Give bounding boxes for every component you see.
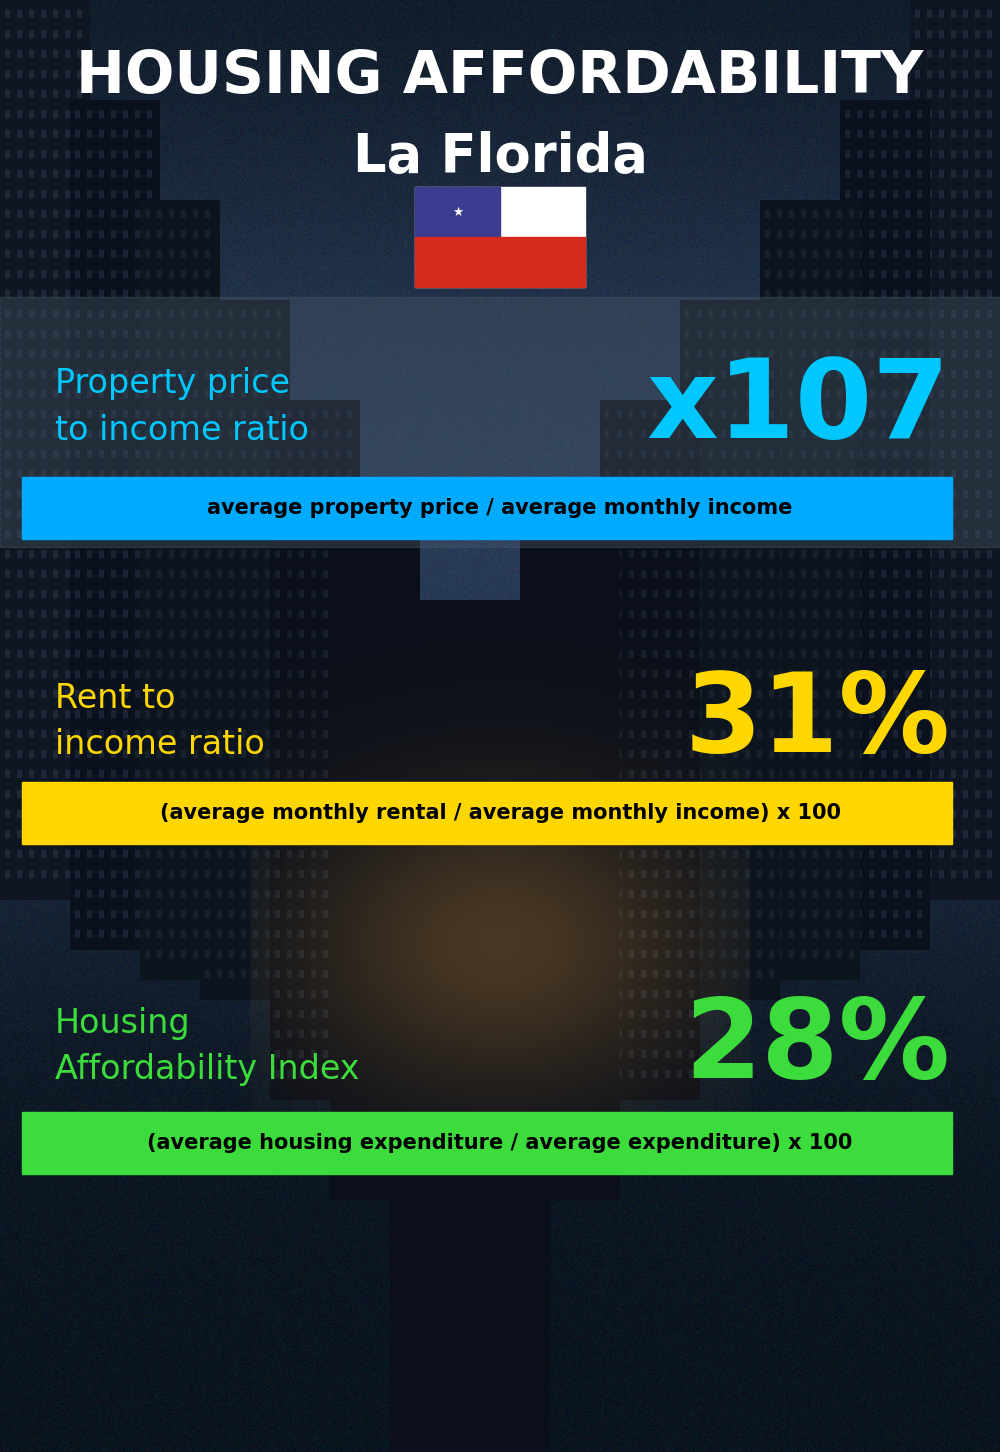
- Text: (average housing expenditure / average expenditure) x 100: (average housing expenditure / average e…: [147, 1133, 853, 1153]
- Bar: [22, 783, 952, 844]
- Text: ★: ★: [452, 206, 463, 218]
- Text: Rent to
income ratio: Rent to income ratio: [55, 682, 265, 761]
- Bar: [415, 187, 585, 287]
- Text: x107: x107: [646, 353, 950, 460]
- Bar: [415, 237, 585, 287]
- Text: HOUSING AFFORDABILITY: HOUSING AFFORDABILITY: [76, 48, 924, 106]
- Text: (average monthly rental / average monthly income) x 100: (average monthly rental / average monthl…: [160, 803, 840, 823]
- Text: Housing
Affordability Index: Housing Affordability Index: [55, 1008, 360, 1086]
- Bar: [415, 187, 500, 237]
- Bar: [0, 603, 1000, 852]
- Bar: [22, 478, 952, 539]
- Text: average property price / average monthly income: average property price / average monthly…: [207, 498, 793, 518]
- Bar: [22, 1112, 952, 1175]
- Text: 31%: 31%: [684, 668, 950, 775]
- Bar: [0, 298, 1000, 547]
- Text: La Florida: La Florida: [353, 131, 647, 183]
- Text: 28%: 28%: [684, 993, 950, 1101]
- Text: Property price
to income ratio: Property price to income ratio: [55, 367, 309, 447]
